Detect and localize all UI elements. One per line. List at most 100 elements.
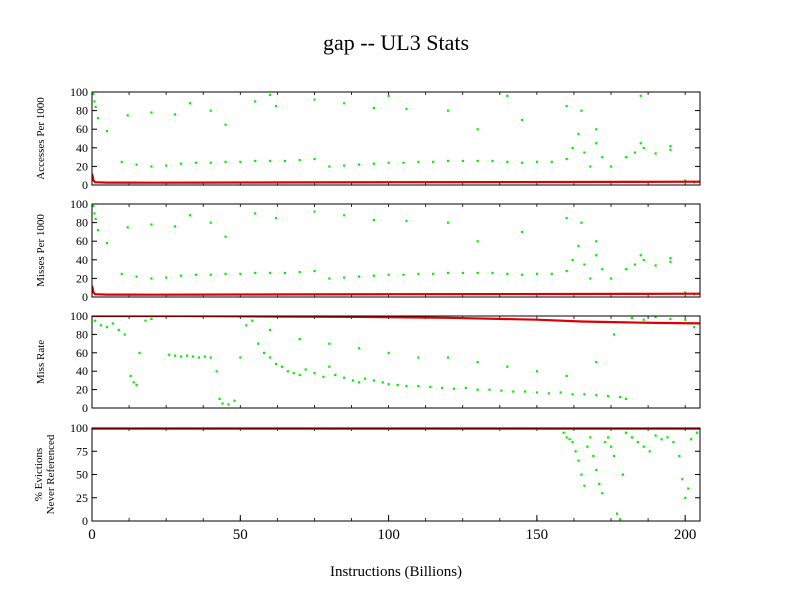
data-point [194, 273, 198, 276]
data-point [595, 361, 598, 364]
panel-3: 0 20 40 60 80 100 Miss Rate [35, 309, 701, 415]
panel-frame [91, 203, 701, 298]
x-axis-label: Instructions (Billions) [330, 564, 462, 580]
data-point [589, 277, 592, 280]
series-line-red [92, 285, 700, 296]
data-point [150, 165, 153, 168]
data-point [565, 157, 568, 161]
data-point [254, 100, 257, 103]
data-point [174, 354, 177, 357]
data-point [168, 353, 171, 356]
data-point [257, 342, 260, 345]
data-point [669, 260, 672, 263]
data-point [105, 242, 109, 245]
data-point [610, 165, 613, 168]
data-point [601, 492, 604, 495]
data-point [491, 271, 494, 275]
x-tick-label: 0 [88, 527, 96, 543]
data-point [387, 351, 390, 354]
data-point [105, 130, 109, 133]
data-point [476, 388, 479, 391]
data-point [461, 159, 464, 163]
panel-frame [91, 91, 701, 186]
data-point [233, 399, 236, 402]
data-point [577, 132, 580, 136]
data-point [535, 391, 539, 394]
data-point [283, 271, 286, 275]
y-tick-label: 25 [76, 491, 88, 505]
data-point [690, 438, 693, 441]
data-point [696, 431, 699, 434]
data-point [387, 94, 390, 97]
panels: 0 20 40 60 80 100 Accesses Per 1000 0 20 40 60 80 10… [33, 85, 701, 528]
data-point [595, 394, 598, 397]
data-point [612, 333, 616, 336]
data-point [654, 316, 657, 319]
data-point [197, 356, 200, 359]
data-point [618, 518, 622, 521]
data-point [624, 397, 628, 400]
data-point [642, 445, 645, 448]
data-point [639, 142, 642, 145]
y-tick-label: 100 [70, 197, 88, 211]
panel-frame [91, 315, 701, 409]
data-point [313, 210, 316, 213]
x-tick-label: 100 [377, 527, 400, 543]
data-point [251, 319, 254, 322]
y-tick-label: 20 [76, 271, 88, 285]
data-point [500, 389, 503, 392]
data-point [280, 365, 284, 368]
data-point [601, 156, 604, 159]
data-point [138, 351, 141, 354]
data-point [583, 484, 586, 487]
data-point [464, 386, 467, 389]
data-point [624, 431, 628, 434]
data-point [446, 356, 450, 359]
data-point [405, 219, 408, 222]
data-point [615, 512, 619, 515]
data-point [568, 438, 571, 441]
data-point [565, 436, 568, 439]
y-tick-label: 60 [76, 346, 88, 360]
data-point [372, 162, 375, 165]
data-point [607, 436, 610, 439]
data-point [562, 431, 565, 434]
data-point [681, 478, 684, 481]
data-point [595, 240, 598, 243]
data-point [571, 258, 574, 261]
data-point [387, 273, 390, 276]
data-point [93, 100, 96, 103]
data-point [633, 263, 636, 266]
data-point [405, 107, 408, 110]
x-tick-label: 200 [674, 527, 697, 543]
panel-4: 0 25 50 75 100 % EvictionsNever Referenced [33, 421, 701, 528]
data-point [595, 254, 598, 257]
data-point [93, 212, 96, 215]
data-point [506, 94, 509, 97]
data-point [577, 244, 580, 248]
panel-data [92, 92, 700, 184]
data-point [521, 273, 524, 276]
data-point [405, 384, 408, 388]
data-point [209, 109, 212, 112]
data-point [535, 272, 539, 275]
data-point [150, 223, 153, 226]
data-point [328, 277, 331, 280]
y-tick-label: 100 [70, 421, 88, 435]
y-tick-label: 100 [70, 309, 88, 323]
y-tick-label: 0 [82, 401, 88, 415]
data-point [194, 161, 198, 164]
data-point [268, 271, 272, 275]
data-point [610, 277, 613, 280]
data-point [571, 146, 574, 149]
data-point [94, 217, 97, 221]
data-point [491, 159, 494, 163]
data-point [322, 375, 325, 378]
data-point [446, 159, 450, 163]
data-point [550, 272, 553, 275]
data-point [639, 94, 642, 97]
data-point [684, 318, 687, 321]
y-tick-label: 40 [76, 141, 88, 155]
data-point [446, 109, 450, 112]
panel-2: 0 20 40 60 80 100 Misses Per 1000 [35, 197, 701, 304]
